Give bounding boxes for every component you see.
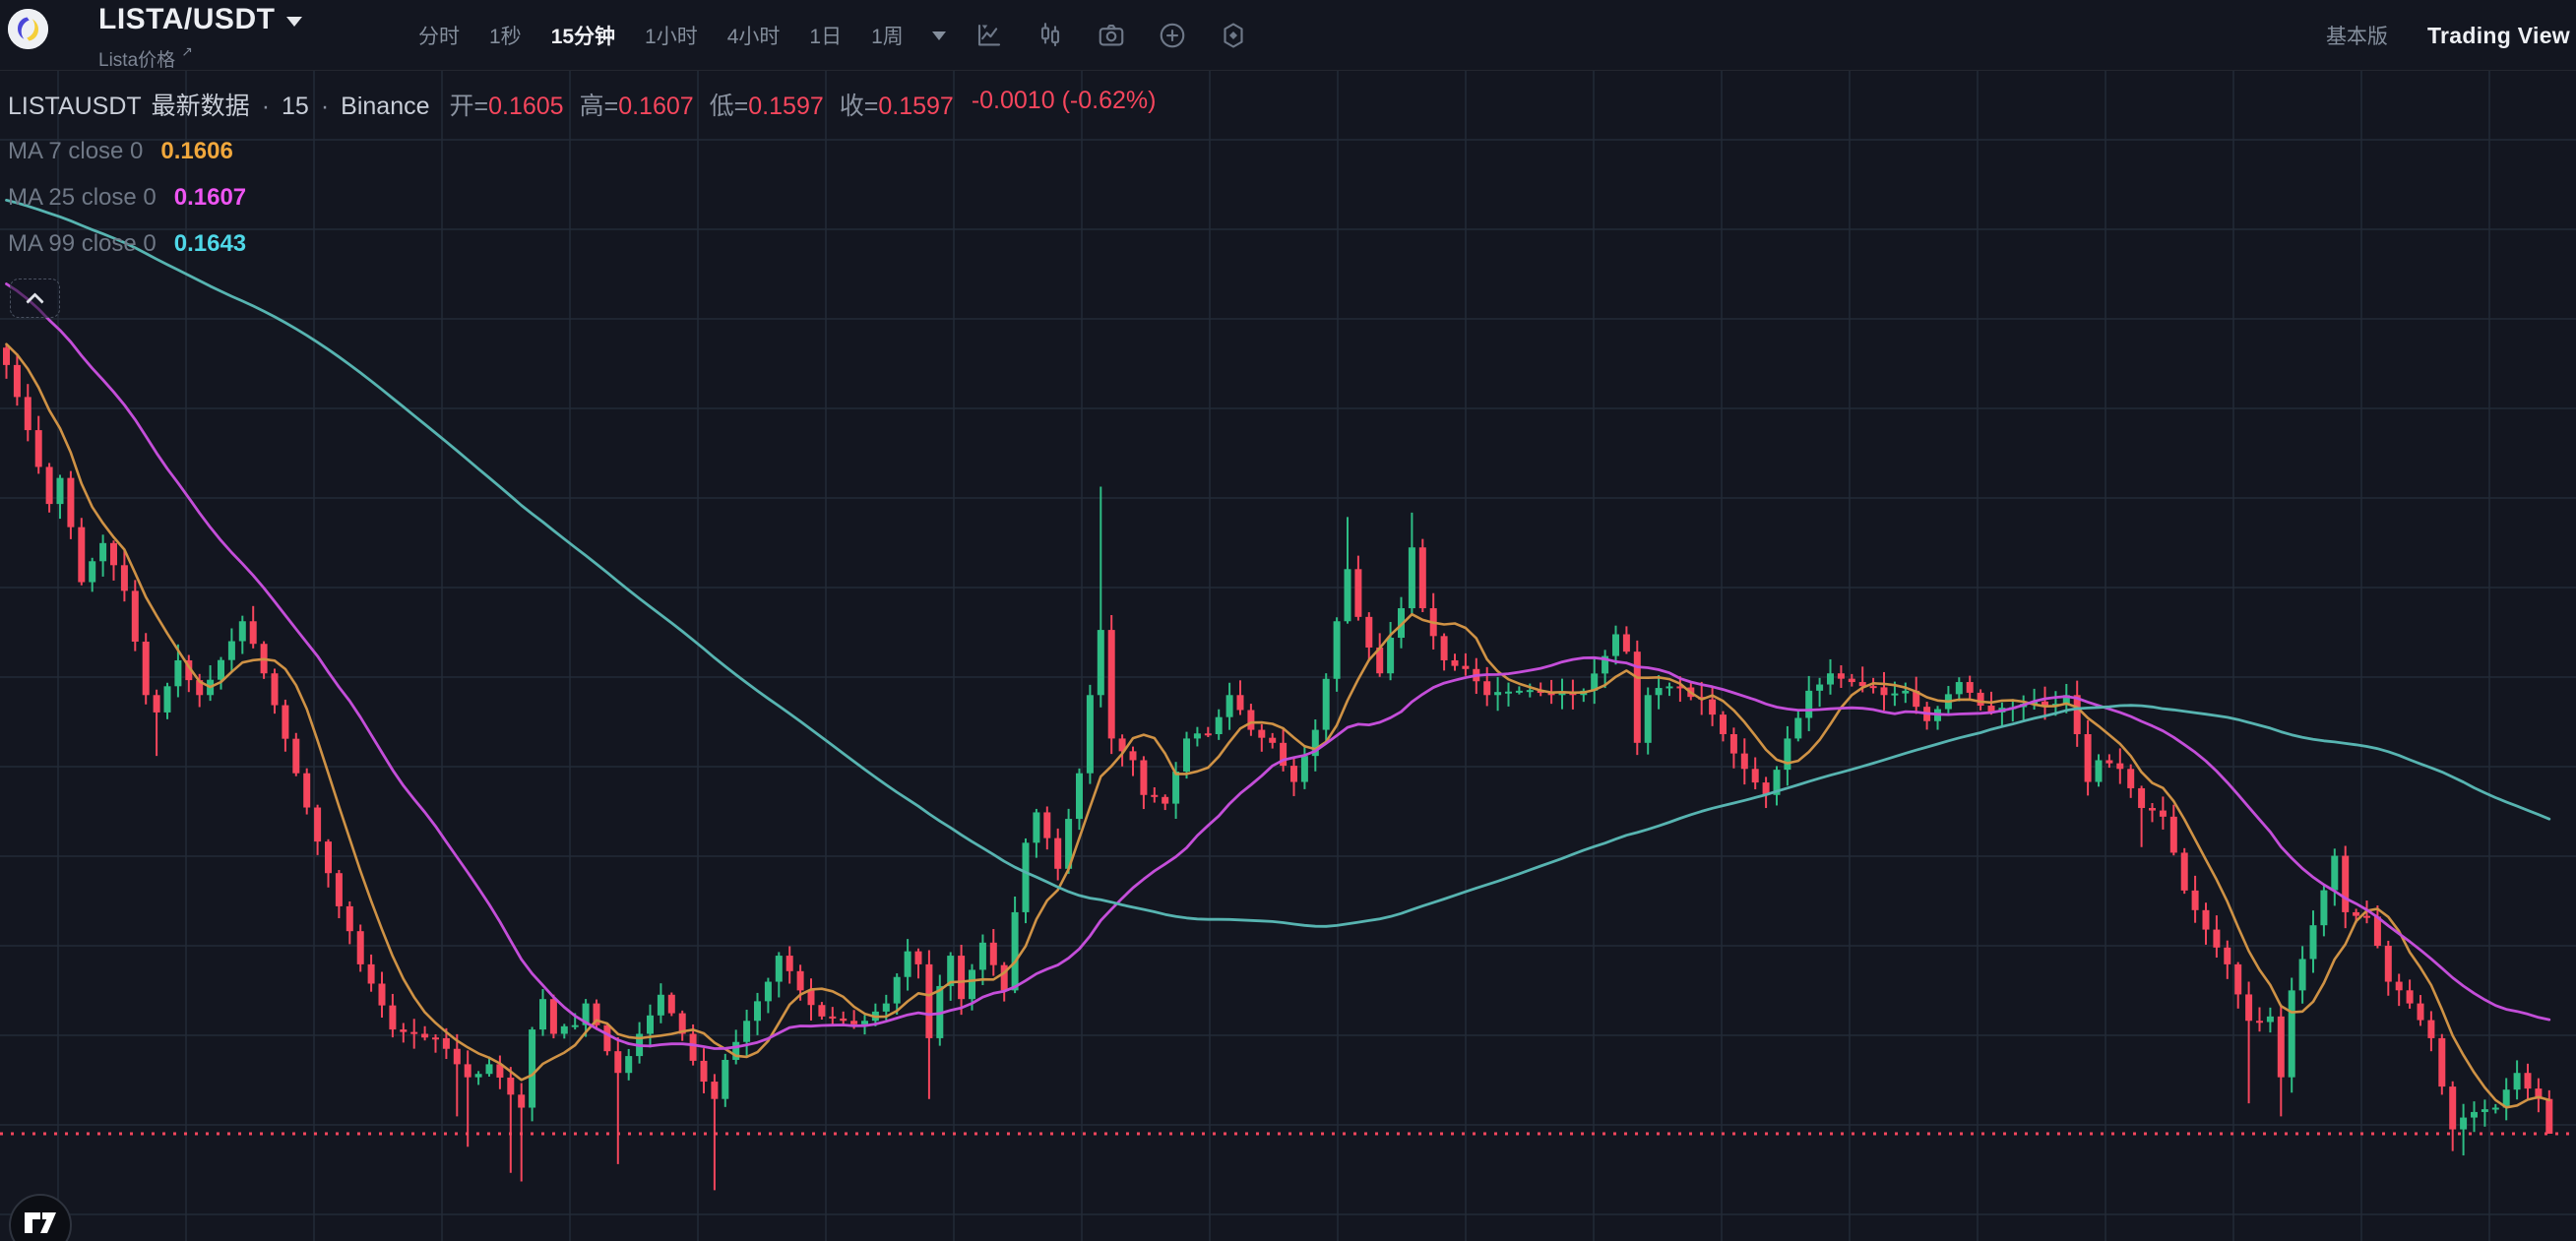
ma-value-1: 0.1607 bbox=[173, 184, 247, 211]
legend-exchange: Binance bbox=[341, 93, 430, 120]
ma7-label: MA 7 close 0 bbox=[8, 138, 144, 164]
high-label: 高= bbox=[579, 93, 619, 120]
low-label: 低= bbox=[709, 93, 749, 120]
close-value: 0.1597 bbox=[878, 93, 954, 120]
timeframe-1h[interactable]: 1小时 bbox=[632, 15, 711, 56]
legend-collapse-button[interactable] bbox=[10, 279, 60, 318]
open-label: 开= bbox=[449, 93, 489, 120]
timeframe-minutes[interactable]: 分时 bbox=[406, 15, 472, 56]
legend-separator: · bbox=[320, 93, 330, 120]
ma99-label: MA 99 close 0 bbox=[8, 230, 157, 257]
legend-interval: 15 bbox=[282, 93, 309, 120]
legend-ohlc: 开=0.1605 高=0.1607 低=0.1597 收=0.1597 -0.0… bbox=[450, 87, 1157, 122]
settings-hexagon-icon[interactable] bbox=[1214, 16, 1253, 55]
ma25-legend-row[interactable]: MA 25 close 0 0.1607 bbox=[8, 184, 246, 212]
change-value: -0.0010 (-0.62%) bbox=[971, 87, 1157, 114]
timeframe-4h[interactable]: 4小时 bbox=[715, 15, 793, 56]
ma-value-2: 0.1643 bbox=[173, 230, 247, 257]
ma7-legend-row[interactable]: MA 7 close 0 0.1606 bbox=[8, 138, 233, 165]
symbol-selector[interactable]: LISTA/USDT bbox=[98, 3, 303, 36]
ma-value-0: 0.1606 bbox=[160, 138, 233, 164]
candle-style-icon[interactable] bbox=[1031, 16, 1070, 55]
chevron-up-icon bbox=[26, 291, 44, 311]
timeframe-1d[interactable]: 1日 bbox=[796, 15, 854, 56]
camera-icon[interactable] bbox=[1092, 16, 1131, 55]
legend-desc: 最新数据 bbox=[151, 93, 250, 120]
chart-toolbar: LISTA/USDT Lista价格 ↗ 分时 1秒 15分钟 1小时 4小时 … bbox=[0, 0, 2576, 71]
indicator-style-icon[interactable] bbox=[970, 16, 1009, 55]
plus-circle-icon[interactable] bbox=[1153, 16, 1192, 55]
tradingview-brand-label[interactable]: Trading View bbox=[2426, 22, 2570, 48]
symbol-title: LISTA/USDT bbox=[98, 3, 276, 35]
header-right: 基本版 Trading View bbox=[2326, 0, 2570, 71]
timeframe-tabs: 分时 1秒 15分钟 1小时 4小时 1日 1周 bbox=[406, 0, 956, 71]
legend-symbol: LISTAUSDT bbox=[8, 93, 142, 120]
legend-symbol-row[interactable]: LISTAUSDT 最新数据 · 15 · Binance 开=0.1605 高… bbox=[8, 87, 1156, 122]
legend-separator: · bbox=[261, 93, 271, 120]
price-page-link[interactable]: Lista价格 ↗ bbox=[98, 43, 193, 72]
price-page-label: Lista价格 bbox=[98, 50, 176, 71]
timeframe-1w[interactable]: 1周 bbox=[858, 15, 916, 56]
open-value: 0.1605 bbox=[488, 93, 564, 120]
chart-tools bbox=[970, 0, 1253, 71]
ma25-label: MA 25 close 0 bbox=[8, 184, 157, 211]
tradingview-logo[interactable] bbox=[9, 1194, 72, 1241]
chevron-down-icon bbox=[931, 31, 946, 40]
timeframe-15m[interactable]: 15分钟 bbox=[538, 15, 628, 56]
low-value: 0.1597 bbox=[748, 93, 824, 120]
close-label: 收= bbox=[839, 93, 879, 120]
high-value: 0.1607 bbox=[618, 93, 694, 120]
external-link-icon: ↗ bbox=[181, 43, 193, 59]
lista-logo-icon bbox=[8, 9, 48, 49]
more-intervals-button[interactable] bbox=[922, 23, 956, 49]
ma99-legend-row[interactable]: MA 99 close 0 0.1643 bbox=[8, 230, 246, 258]
timeframe-1s[interactable]: 1秒 bbox=[476, 15, 534, 56]
chevron-down-icon bbox=[286, 17, 303, 27]
basic-version-label[interactable]: 基本版 bbox=[2325, 26, 2388, 48]
